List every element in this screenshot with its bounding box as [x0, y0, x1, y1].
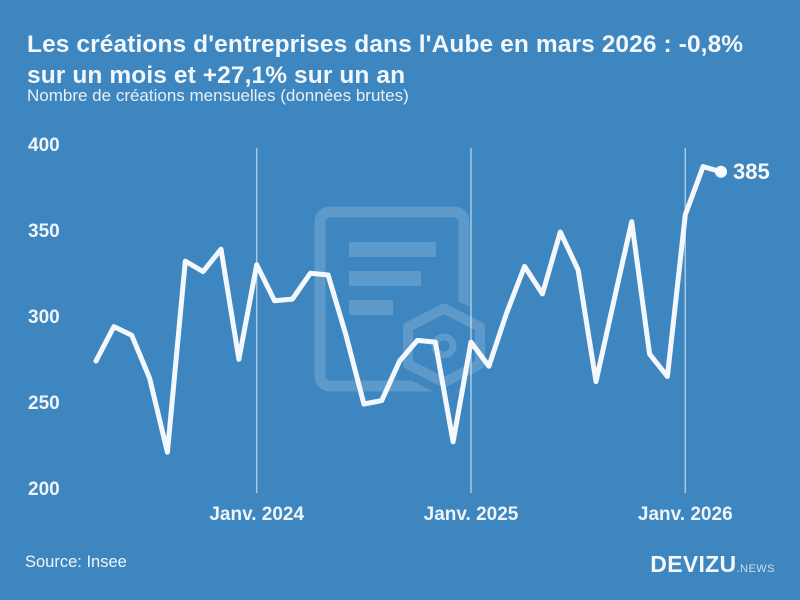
x-axis-label: Janv. 2025: [423, 504, 519, 525]
brand-suffix: .NEWS: [736, 563, 775, 575]
chart-title-line-2: sur un mois et +27,1% sur un an: [27, 62, 406, 89]
source-caption: Source: Insee: [25, 553, 127, 571]
chart-title: Les créations d'entreprises dans l'Aube …: [27, 29, 787, 91]
chart-subtitle: Nombre de créations mensuelles (données …: [27, 86, 409, 105]
y-axis-label: 250: [28, 393, 60, 414]
brand-name: DEVIZU: [650, 551, 737, 577]
chart-title-line-1: Les créations d'entreprises dans l'Aube …: [27, 31, 744, 58]
gridlines: [255, 148, 687, 493]
y-axis-label: 200: [28, 479, 60, 500]
y-axis-label: 350: [28, 221, 60, 242]
brand-logo: DEVIZU .NEWS: [650, 551, 775, 578]
x-axis-label: Janv. 2026: [637, 504, 733, 525]
last-point-marker: [715, 165, 727, 178]
y-axis-label: 300: [28, 307, 60, 328]
data-line: [93, 164, 724, 455]
last-value-label: 385: [733, 158, 770, 184]
x-axis-label: Janv. 2024: [209, 504, 305, 525]
y-axis-label: 400: [28, 135, 60, 156]
